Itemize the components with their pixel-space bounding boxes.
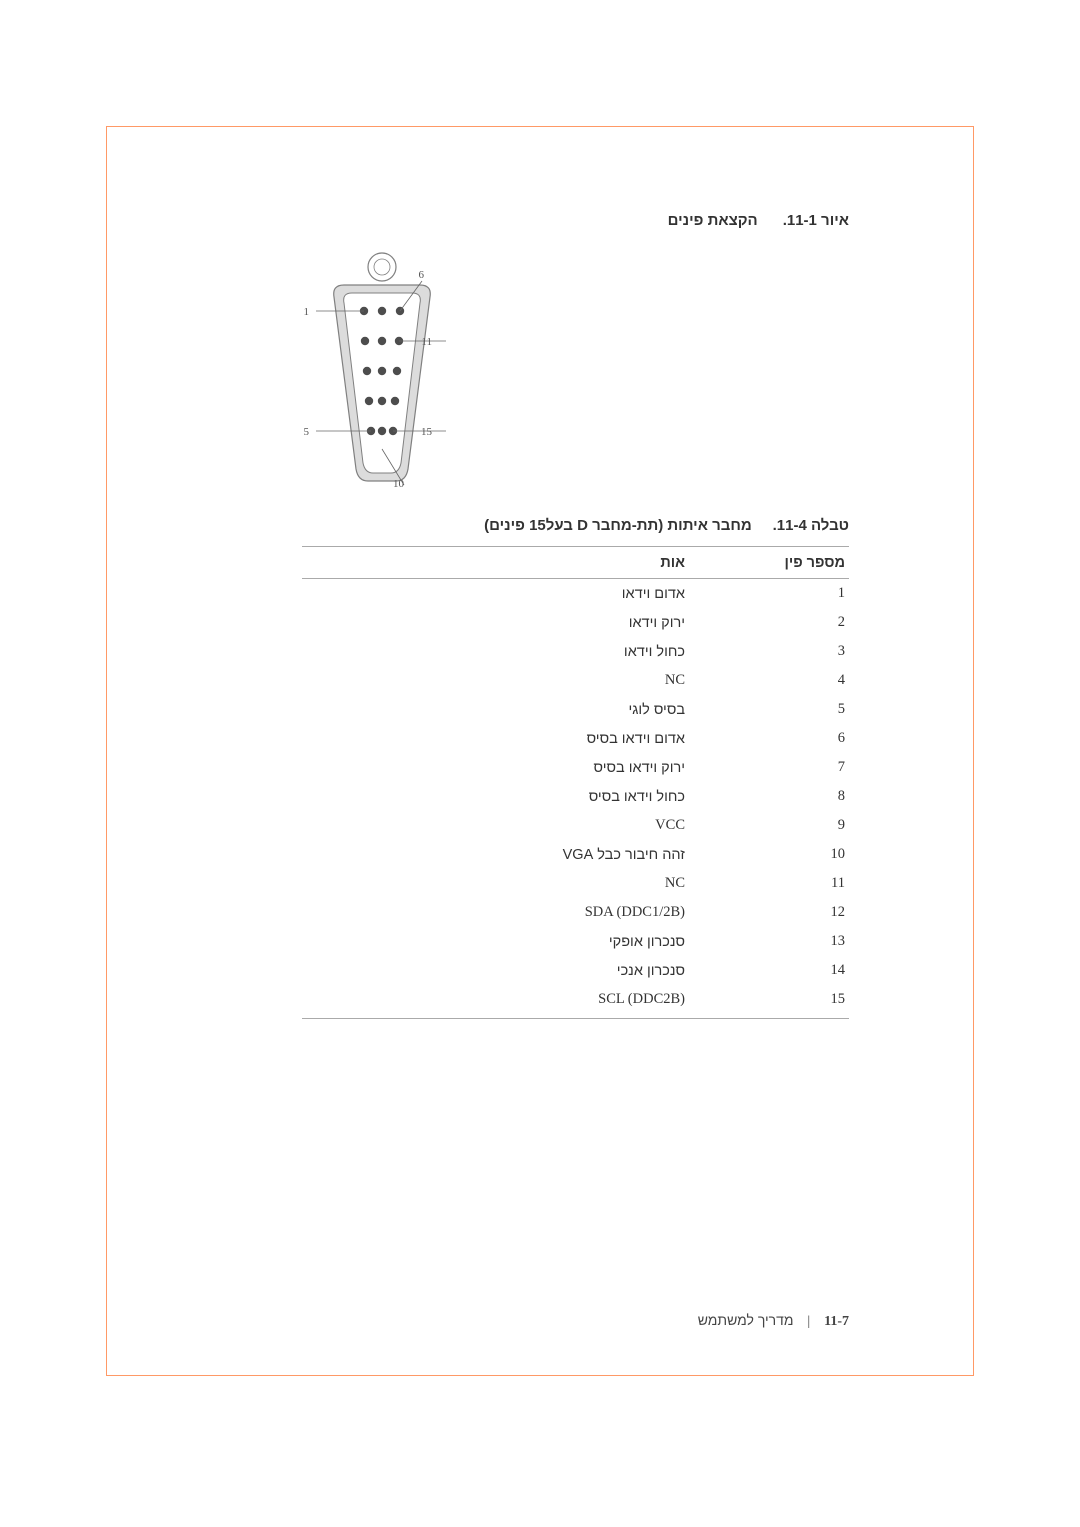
page-footer: 11-7 | מדריך למשתמש xyxy=(698,1312,849,1330)
cell-signal: אדום וידאו בסיס xyxy=(302,724,689,753)
cell-signal: VCC xyxy=(302,811,689,840)
pin-table-body: 1אדום וידאו2ירוק וידאו3כחול וידאו4NC5בסי… xyxy=(302,579,849,1019)
cell-signal: זהה חיבור כבל VGA xyxy=(302,840,689,869)
cell-pin: 5 xyxy=(689,695,849,724)
header-pin: מספר פין xyxy=(689,547,849,579)
pin-label-1: 1 xyxy=(304,306,309,318)
header-signal: אות xyxy=(302,547,689,579)
table-row: 14סנכרון אנכי xyxy=(302,956,849,985)
connector-diagram: 6 1 11 5 15 10 xyxy=(304,249,454,489)
table-row: 13סנכרון אופקי xyxy=(302,927,849,956)
footer-text: מדריך למשתמש xyxy=(698,1312,794,1328)
cell-signal: NC xyxy=(302,666,689,695)
table-caption: טבלה 11-4. מחבר איתות (תת-מחבר D בעל15 פ… xyxy=(301,517,849,534)
cell-pin: 15 xyxy=(689,985,849,1019)
table-row: 8כחול וידאו בסיס xyxy=(302,782,849,811)
cell-signal: אדום וידאו xyxy=(302,579,689,609)
pin-label-6: 6 xyxy=(419,269,425,281)
cell-pin: 12 xyxy=(689,898,849,927)
page-number: 11-7 xyxy=(824,1314,849,1329)
cell-pin: 8 xyxy=(689,782,849,811)
figure-caption: איור 11-1. הקצאת פינים xyxy=(301,212,849,229)
table-row: 12SDA (DDC1/2B) xyxy=(302,898,849,927)
table-row: 3כחול וידאו xyxy=(302,637,849,666)
cell-pin: 14 xyxy=(689,956,849,985)
pin-label-5: 5 xyxy=(304,426,310,438)
table-row: 7ירוק וידאו בסיס xyxy=(302,753,849,782)
page-content: איור 11-1. הקצאת פינים xyxy=(106,126,974,1376)
cell-signal: NC xyxy=(302,869,689,898)
cell-pin: 9 xyxy=(689,811,849,840)
cell-signal: כחול וידאו xyxy=(302,637,689,666)
pin-label-15: 15 xyxy=(421,426,433,438)
cell-signal: סנכרון אנכי xyxy=(302,956,689,985)
table-title: מחבר איתות (תת-מחבר D בעל15 פינים) xyxy=(484,517,752,534)
cell-pin: 2 xyxy=(689,608,849,637)
table-row: 9VCC xyxy=(302,811,849,840)
cell-pin: 10 xyxy=(689,840,849,869)
cell-pin: 3 xyxy=(689,637,849,666)
cell-pin: 1 xyxy=(689,579,849,609)
table-row: 1אדום וידאו xyxy=(302,579,849,609)
table-prefix: טבלה 11-4. xyxy=(773,517,849,534)
footer-separator: | xyxy=(807,1314,810,1329)
cell-signal: SCL (DDC2B) xyxy=(302,985,689,1019)
pin-label-11: 11 xyxy=(421,336,432,348)
cell-signal: SDA (DDC1/2B) xyxy=(302,898,689,927)
table-row: 15SCL (DDC2B) xyxy=(302,985,849,1019)
cell-signal: סנכרון אופקי xyxy=(302,927,689,956)
table-row: 6אדום וידאו בסיס xyxy=(302,724,849,753)
cell-pin: 4 xyxy=(689,666,849,695)
table-header-row: מספר פין אות xyxy=(302,547,849,579)
cell-signal: בסיס לוגי xyxy=(302,695,689,724)
table-row: 10זהה חיבור כבל VGA xyxy=(302,840,849,869)
figure-prefix: איור 11-1. xyxy=(783,212,849,229)
cell-pin: 11 xyxy=(689,869,849,898)
cell-signal: כחול וידאו בסיס xyxy=(302,782,689,811)
cell-pin: 13 xyxy=(689,927,849,956)
figure-title: הקצאת פינים xyxy=(668,212,758,229)
cell-signal: ירוק וידאו בסיס xyxy=(302,753,689,782)
cell-pin: 6 xyxy=(689,724,849,753)
table-row: 2ירוק וידאו xyxy=(302,608,849,637)
table-row: 5בסיס לוגי xyxy=(302,695,849,724)
pin-table: מספר פין אות 1אדום וידאו2ירוק וידאו3כחול… xyxy=(302,546,849,1019)
cell-pin: 7 xyxy=(689,753,849,782)
pin-label-10: 10 xyxy=(393,478,405,489)
table-row: 11NC xyxy=(302,869,849,898)
table-row: 4NC xyxy=(302,666,849,695)
cell-signal: ירוק וידאו xyxy=(302,608,689,637)
